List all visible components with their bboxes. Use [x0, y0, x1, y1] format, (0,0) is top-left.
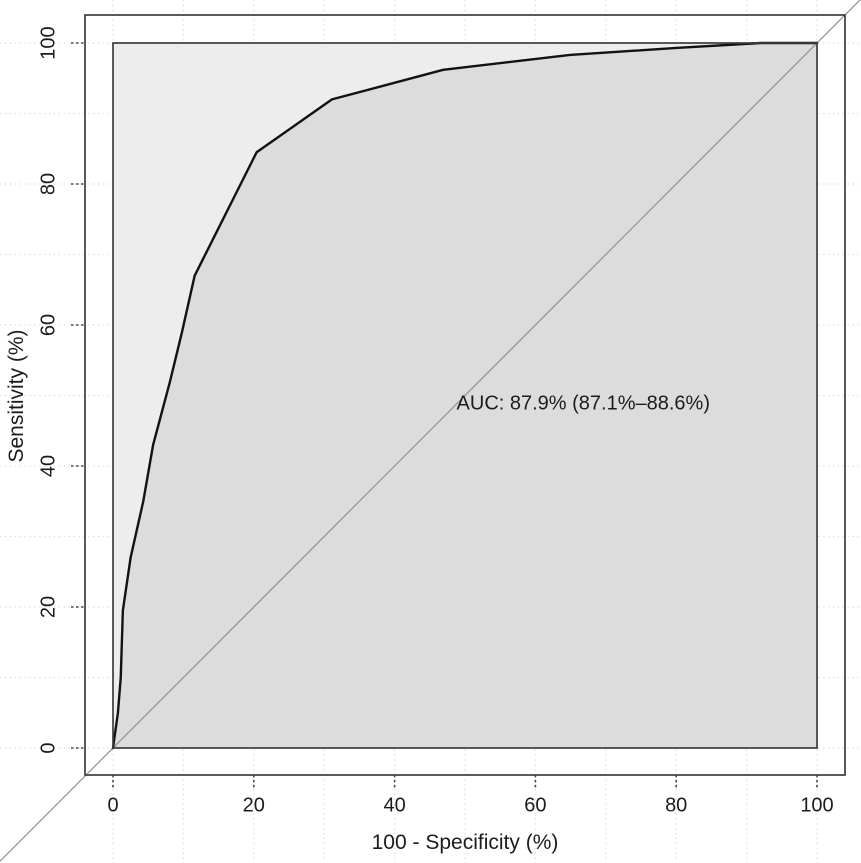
outer-plot-border	[84, 14, 846, 776]
x-axis-tick-label: 0	[107, 794, 119, 817]
roc-curve-line	[111, 41, 819, 750]
y-axis-tick-label: 20	[37, 595, 60, 619]
y-axis-title: Sensitivity (%)	[5, 329, 28, 463]
x-axis-title: 100 - Specificity (%)	[371, 831, 559, 854]
x-axis-tick-label: 20	[242, 794, 265, 817]
auc-annotation: AUC: 87.9% (87.1%–88.6%)	[456, 392, 710, 415]
y-axis-tick-label: 60	[37, 313, 60, 337]
x-axis-tick-label: 60	[524, 794, 547, 817]
x-axis-tick-label: 40	[383, 794, 406, 817]
x-axis-tick-label: 80	[665, 794, 688, 817]
y-axis-tick-label: 0	[37, 742, 60, 754]
y-axis-tick-label: 100	[37, 26, 60, 60]
x-axis-tick-label: 100	[800, 794, 834, 817]
y-axis-tick-label: 40	[37, 454, 60, 478]
y-axis-tick-label: 80	[37, 172, 60, 196]
inner-plot-border	[112, 42, 818, 749]
